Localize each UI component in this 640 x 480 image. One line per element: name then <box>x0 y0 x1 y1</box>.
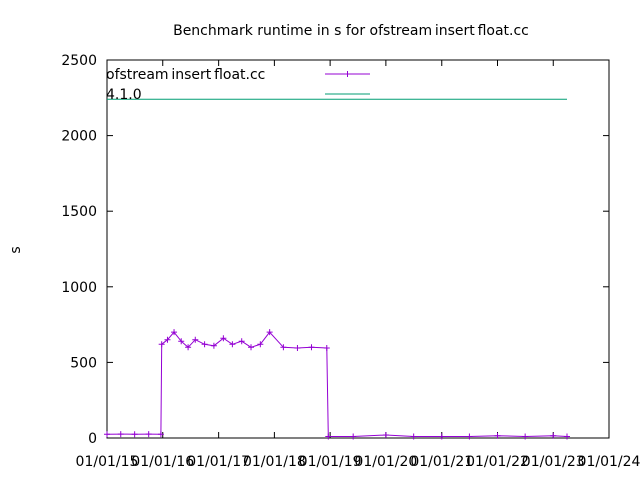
data-point <box>257 341 264 348</box>
series-0 <box>104 329 571 440</box>
chart-title: Benchmark runtime in s for ofstream inse… <box>173 23 529 39</box>
data-point <box>522 433 529 440</box>
data-point <box>131 431 138 438</box>
plot-frame <box>106 59 610 439</box>
x-tick-label: 01/01/16 <box>131 454 194 470</box>
y-tick-label: 0 <box>88 431 97 447</box>
y-tick-label: 1500 <box>61 204 97 220</box>
data-point <box>323 345 330 352</box>
data-point <box>238 338 245 345</box>
data-point <box>438 433 445 440</box>
data-point <box>350 433 357 440</box>
legend-label: 4.1.0 <box>106 87 142 103</box>
x-tick-label: 01/01/18 <box>243 454 306 470</box>
data-point <box>178 338 185 345</box>
x-axis: 01/01/1501/01/1601/01/1701/01/1801/01/19… <box>76 60 640 470</box>
x-tick-label: 01/01/24 <box>578 454 640 470</box>
data-point <box>164 336 171 343</box>
data-point <box>158 341 165 348</box>
data-point <box>210 342 217 349</box>
series-line <box>106 331 568 438</box>
x-tick-label: 01/01/17 <box>187 454 250 470</box>
x-tick-label: 01/01/15 <box>76 454 139 470</box>
data-point <box>308 344 315 351</box>
y-tick-label: 500 <box>70 355 97 371</box>
legend-label: ofstream insert float.cc <box>106 67 265 83</box>
data-point <box>157 431 164 438</box>
data-point <box>104 431 110 438</box>
series-layer <box>104 98 571 440</box>
data-point <box>410 433 417 440</box>
data-point <box>229 341 236 348</box>
data-point <box>145 431 152 438</box>
data-point <box>325 433 332 440</box>
data-point <box>466 433 473 440</box>
x-tick-label: 01/01/23 <box>522 454 585 470</box>
legend-marker <box>344 71 351 77</box>
data-point <box>494 432 501 439</box>
data-point <box>564 433 571 440</box>
x-tick-label: 01/01/19 <box>299 454 362 470</box>
x-tick-label: 01/01/21 <box>410 454 473 470</box>
x-tick-label: 01/01/22 <box>466 454 529 470</box>
y-tick-label: 1000 <box>61 280 97 296</box>
data-point <box>550 432 557 439</box>
data-point <box>117 431 124 438</box>
y-axis: 0 500 1000 1500 2000 2500 <box>61 53 609 447</box>
data-point <box>171 329 178 336</box>
data-point <box>382 431 389 438</box>
data-point <box>192 336 199 343</box>
y-tick-label: 2500 <box>61 53 97 69</box>
legend: ofstream insert float.cc 4.1.0 <box>106 67 370 103</box>
data-point <box>248 344 255 351</box>
y-tick-label: 2000 <box>61 129 97 145</box>
data-point <box>201 341 208 348</box>
data-point <box>185 344 192 351</box>
x-tick-label: 01/01/20 <box>354 454 417 470</box>
data-point <box>294 345 301 352</box>
y-axis-label: s <box>8 246 24 253</box>
data-point <box>266 329 273 336</box>
data-point <box>280 344 287 351</box>
data-point <box>220 335 227 342</box>
